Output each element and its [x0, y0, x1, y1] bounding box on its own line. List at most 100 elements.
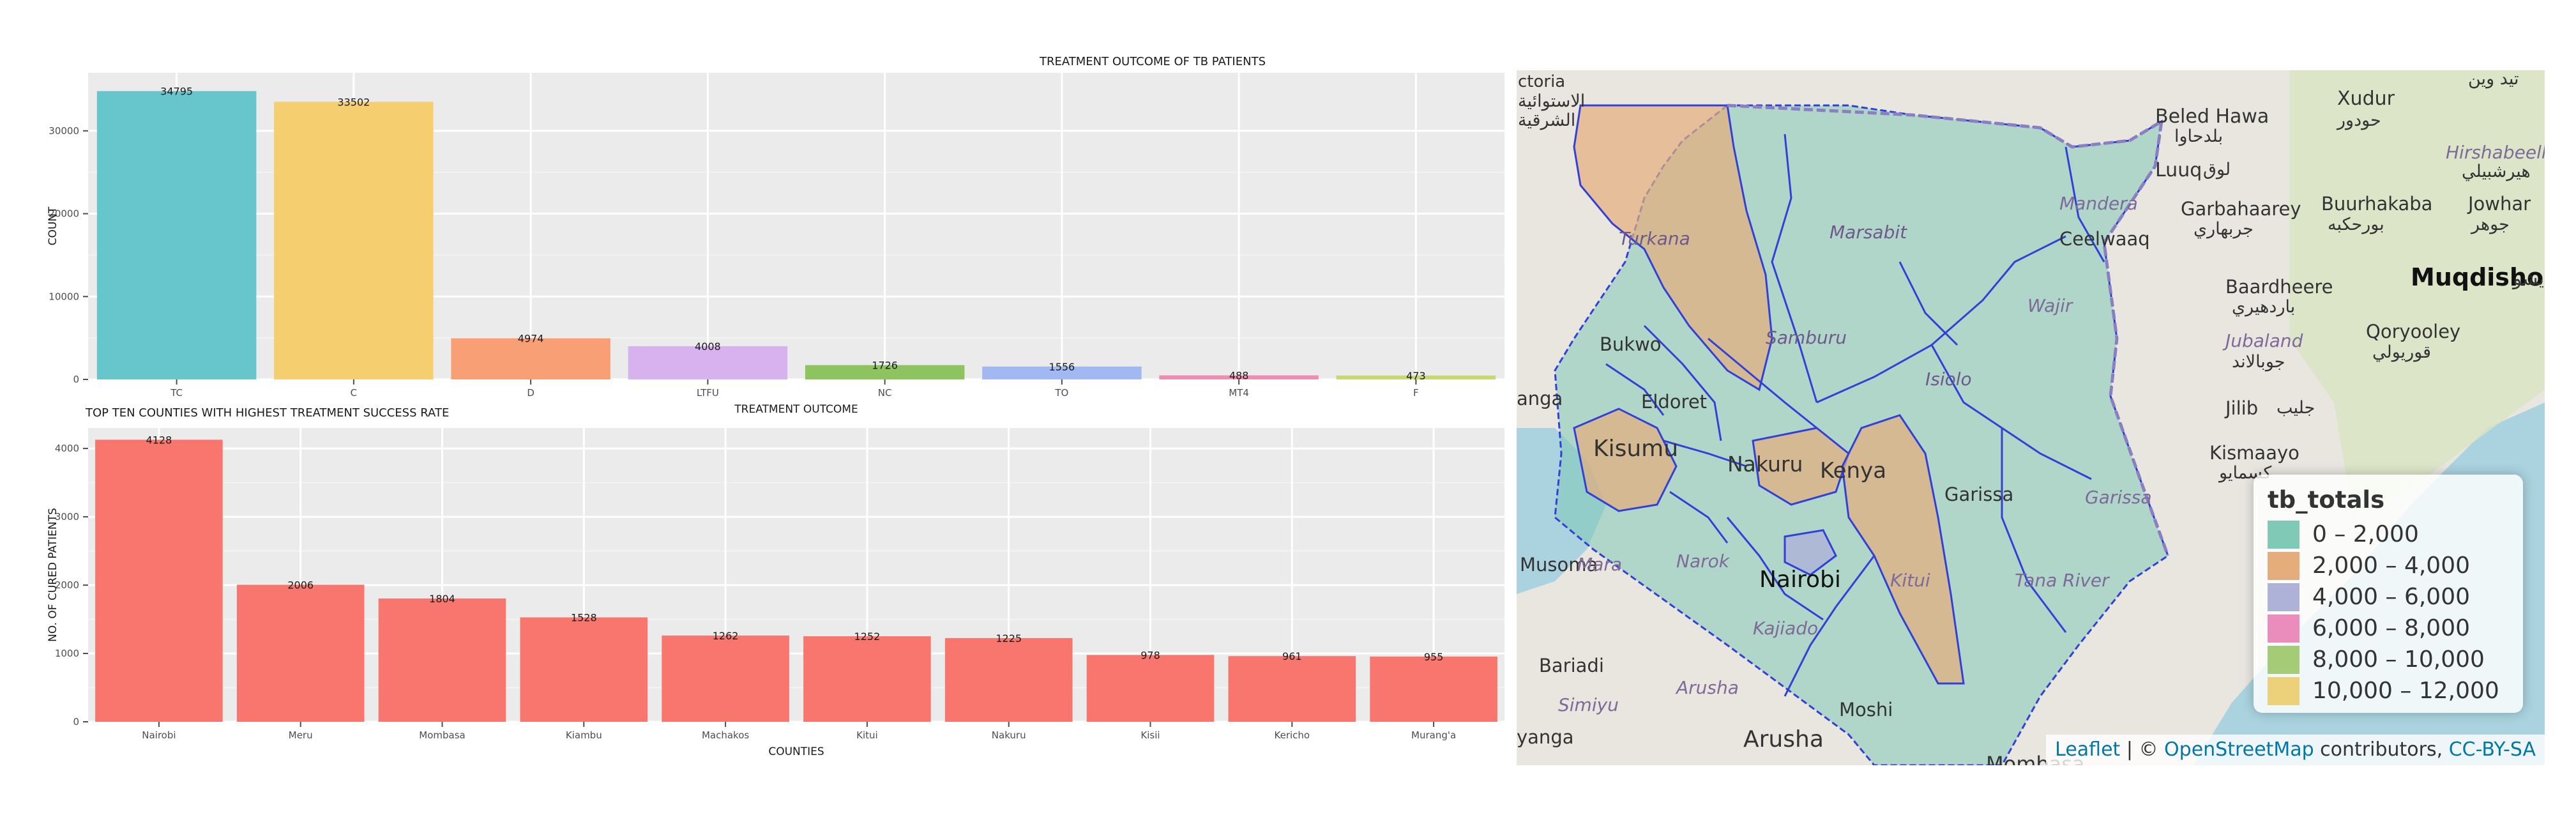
place-label: Luuq — [2155, 159, 2202, 181]
place-label: Garbahaarey — [2181, 198, 2301, 220]
bar — [944, 637, 1073, 722]
bar-value-label: 488 — [1229, 370, 1249, 382]
legend-swatch — [2268, 520, 2299, 549]
map-legend: tb_totals 0 – 2,000 2,000 – 4,000 4,000 – … — [2254, 475, 2523, 713]
county-nairobi — [1784, 529, 1837, 576]
region-label: Jubaland — [2225, 330, 2303, 351]
place-label: anga — [1517, 388, 1563, 409]
region-label: Mara — [1577, 554, 1622, 575]
place-label: Kismaayo — [2209, 442, 2299, 464]
place-label: Kenya — [1820, 458, 1887, 484]
place-label: Beled Hawa — [2155, 105, 2269, 128]
x-axis-title: TREATMENT OUTCOME — [734, 403, 858, 416]
y-axis-title: COUNT — [47, 206, 59, 245]
place-label: الشرقية — [1518, 111, 1576, 130]
x-tick-label: Nairobi — [142, 729, 176, 741]
place-label: مقديشو — [2513, 268, 2545, 289]
place-label: جوبالاند — [2232, 352, 2285, 372]
bar-value-label: 33502 — [337, 96, 370, 108]
place-label: ctoria — [1518, 72, 1566, 91]
place-label: Baardheere — [2225, 276, 2333, 298]
bar-value-label: 1556 — [1049, 361, 1075, 373]
place-label: قوريولي — [2372, 342, 2432, 362]
x-tick-label: MT4 — [1229, 387, 1249, 399]
attribution-contributors: contributors, — [2314, 738, 2449, 761]
y-tick-label: 2000 — [55, 579, 79, 591]
x-tick-label: D — [527, 387, 534, 399]
legend-label: 10,000 – 12,000 — [2312, 678, 2499, 704]
region-label: Kajiado — [1753, 618, 1819, 639]
bar — [274, 102, 434, 379]
region-label: Wajir — [2027, 295, 2073, 316]
y-tick-label: 1000 — [55, 648, 79, 659]
place-label: Musoma — [1520, 554, 1598, 576]
license-link[interactable]: CC-BY-SA — [2448, 738, 2536, 761]
region-label: Kitui — [1890, 570, 1930, 591]
x-tick-label: Mombasa — [419, 729, 465, 741]
bar-value-label: 34795 — [160, 86, 193, 98]
attribution-separator: | © — [2120, 738, 2165, 761]
legend-swatch — [2268, 645, 2299, 674]
x-tick-label: TC — [170, 387, 183, 399]
tb-choropleth-map[interactable]: ctoria الاستوائية الشرقية Beled Hawa بلد… — [1517, 70, 2545, 765]
y-tick-label: 10000 — [49, 291, 79, 302]
x-tick-label: Meru — [289, 729, 313, 741]
osm-link[interactable]: OpenStreetMap — [2164, 738, 2314, 761]
legend-title: tb_totals — [2268, 486, 2385, 514]
bar — [805, 365, 965, 379]
bar — [378, 599, 506, 722]
chart-title: TOP TEN COUNTIES WITH HIGHEST TREATMENT … — [85, 406, 449, 420]
county-borders — [1605, 134, 2105, 697]
y-tick-label: 3000 — [55, 511, 79, 523]
bar-value-label: 961 — [1282, 650, 1302, 662]
x-tick-label: F — [1413, 387, 1419, 399]
place-label: Jowhar — [2468, 193, 2531, 215]
bar-value-label: 1528 — [571, 612, 597, 624]
region-label: Garissa — [2085, 487, 2152, 508]
chart-title: TREATMENT OUTCOME OF TB PATIENTS — [1039, 55, 1266, 68]
bar-value-label: 978 — [1140, 649, 1160, 661]
region-label: Samburu — [1766, 327, 1847, 348]
place-label: Garissa — [1944, 484, 2014, 505]
region-label: Mandera — [2059, 193, 2138, 214]
bar-value-label: 1225 — [996, 632, 1022, 645]
bar-value-label: 1726 — [872, 360, 898, 372]
bar-value-label: 1252 — [854, 630, 881, 643]
place-label: بلدحاوا — [2174, 126, 2224, 146]
county-turkana — [1573, 104, 1773, 392]
place-label: Kisumu — [1593, 436, 1679, 462]
bar — [1370, 656, 1497, 722]
place-label: باردهيري — [2232, 297, 2296, 317]
legend-item: 2,000 – 4,000 — [2268, 550, 2509, 581]
place-label: هيرشبيلي — [2462, 162, 2531, 181]
place-label: جليب — [2277, 398, 2315, 418]
bar — [520, 617, 648, 722]
bar — [803, 636, 931, 722]
bar-value-label: 4128 — [146, 434, 172, 446]
map-attribution: Leaflet | © OpenStreetMap contributors, … — [2046, 735, 2545, 765]
legend-swatch — [2268, 614, 2299, 643]
bar — [1086, 655, 1215, 722]
place-label: Nakuru — [1727, 452, 1803, 477]
y-axis-title: NO. OF CURED PATIENTS — [47, 508, 59, 642]
x-tick-label: Kiambu — [566, 729, 602, 741]
bar — [628, 346, 788, 379]
region-label: Isiolo — [1925, 369, 1972, 390]
place-label: Xudur — [2337, 88, 2395, 110]
bar — [236, 584, 365, 722]
place-label: yanga — [1517, 726, 1574, 748]
place-label: بورحكبه — [2328, 215, 2384, 234]
legend-swatch — [2268, 551, 2299, 580]
bar — [451, 338, 610, 379]
y-tick-label: 4000 — [55, 443, 79, 454]
x-tick-label: Nakuru — [992, 729, 1026, 741]
y-tick-label: 20000 — [49, 208, 79, 220]
y-tick-label: 0 — [73, 716, 79, 728]
county-kitui — [1841, 414, 1965, 685]
leaflet-link[interactable]: Leaflet — [2055, 738, 2121, 761]
bar-value-label: 955 — [1424, 651, 1444, 663]
bar-value-label: 4008 — [695, 340, 721, 353]
region-label: Arusha — [1676, 677, 1739, 698]
bar-value-label: 4974 — [518, 332, 544, 344]
legend-label: 4,000 – 6,000 — [2312, 584, 2471, 610]
